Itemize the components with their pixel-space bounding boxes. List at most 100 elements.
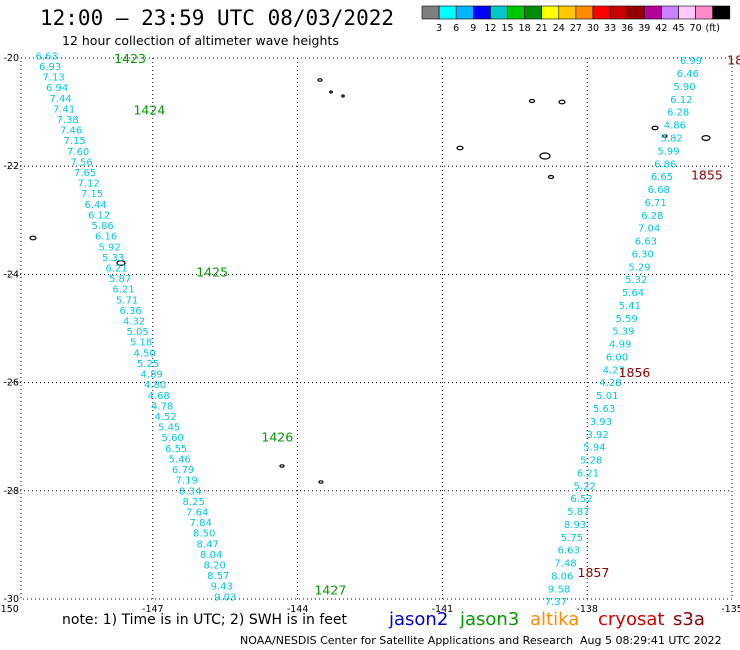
wave-height-label: 6.63: [35, 51, 57, 62]
wave-height-label: 7.15: [63, 136, 85, 147]
wave-height-label: 6.16: [95, 232, 117, 243]
wave-height-label: 6.44: [85, 200, 107, 211]
pass-time-label: 1425: [196, 265, 228, 280]
colorbar-swatch: [661, 5, 679, 20]
wave-height-label: 4.80: [144, 380, 166, 391]
wave-height-label: 6.21: [577, 468, 599, 479]
wave-height-label: 8.57: [207, 571, 229, 582]
wave-height-label: 6.93: [39, 62, 61, 73]
colorbar-swatch: [626, 5, 645, 20]
wave-height-label: 6.65: [651, 172, 673, 183]
wave-height-label: 6.63: [635, 237, 657, 248]
colorbar-label: 3: [436, 23, 442, 34]
wave-height-label: 6.12: [670, 95, 692, 106]
credit-text: NOAA/NESDIS Center for Satellite Applica…: [240, 634, 574, 647]
wave-height-label: 7.64: [186, 507, 208, 518]
wave-height-label: 6.68: [648, 185, 670, 196]
wave-height-label: 4.52: [155, 412, 177, 423]
island-outline: [662, 134, 668, 138]
colorbar-label: (ft): [706, 23, 720, 34]
island-outline: [317, 78, 323, 82]
colorbar-swatch: [490, 5, 508, 20]
y-tick-label: -22: [3, 161, 19, 172]
wave-height-label: 7.56: [70, 157, 92, 168]
colorbar-swatch: [421, 5, 440, 20]
wave-height-label: 5.87: [109, 274, 131, 285]
wave-height-label: 4.50: [134, 348, 156, 359]
wave-height-label: 5.60: [162, 433, 184, 444]
wave-height-label: 7.13: [42, 73, 64, 84]
colorbar-label: 15: [501, 23, 513, 34]
wave-height-label: 8.50: [193, 529, 215, 540]
island-outline: [29, 235, 37, 241]
wave-height-label: 5.22: [574, 481, 596, 492]
wave-height-label: 4.86: [664, 121, 686, 132]
colorbar-label: 30: [587, 23, 599, 34]
island-outline: [558, 99, 566, 105]
legend-jason3: jason3: [460, 609, 520, 630]
island-outline: [341, 94, 345, 98]
colorbar-swatch: [455, 5, 474, 20]
wave-height-label: 5.63: [593, 404, 615, 415]
wave-height-label: 5.71: [116, 295, 138, 306]
wave-height-label: 4.68: [148, 391, 170, 402]
wave-height-label: 7.15: [81, 189, 103, 200]
colorbar-swatch: [609, 5, 628, 20]
wave-height-label: 5.99: [657, 146, 679, 157]
island-outline: [651, 125, 659, 131]
pass-time-label: 1427: [314, 582, 346, 597]
colorbar-label: 24: [553, 23, 565, 34]
chart-subtitle: 12 hour collection of altimeter wave hei…: [62, 33, 339, 48]
wave-height-label: 5.41: [619, 301, 641, 312]
wave-height-label: 5.29: [628, 262, 650, 273]
wave-height-label: 7.60: [67, 147, 89, 158]
island-outline: [528, 98, 536, 104]
wave-height-label: 5.32: [625, 275, 647, 286]
pass-time-label: 1426: [261, 430, 293, 445]
wave-height-label: 6.21: [106, 263, 128, 274]
wave-height-label: 6.79: [172, 465, 194, 476]
wave-height-label: 6.21: [113, 285, 135, 296]
colorbar-label: 21: [536, 23, 548, 34]
legend-cryosat: cryosat: [598, 609, 665, 630]
pass-time-label: 1856: [619, 365, 651, 380]
colorbar-swatch: [558, 5, 577, 20]
wave-height-label: 7.84: [190, 518, 212, 529]
wave-height-label: 5.90: [673, 82, 695, 93]
wave-height-label: 4.99: [609, 340, 631, 351]
pass-time-label: 1854: [727, 53, 740, 68]
wave-height-label: 5.39: [612, 327, 634, 338]
y-tick-label: -26: [3, 378, 19, 389]
wave-height-label: 7.04: [638, 224, 660, 235]
wave-height-label: 6.94: [46, 83, 68, 94]
island-outline: [547, 174, 555, 180]
timestamp-text: Aug 5 08:29:41 UTC 2022: [580, 634, 722, 647]
colorbar-swatch: [524, 5, 542, 20]
legend-altika: altika: [530, 609, 580, 630]
colorbar-label: 27: [570, 23, 582, 34]
island-outline: [279, 464, 285, 468]
wave-height-label: 7.44: [49, 94, 71, 105]
pass-time-label: 1855: [691, 167, 723, 182]
wave-height-label: 6.71: [644, 198, 666, 209]
wave-height-label: 5.28: [580, 456, 602, 467]
wave-height-label: 5.18: [130, 338, 152, 349]
wave-height-label: 6.86: [654, 159, 676, 170]
wave-height-label: 5.94: [583, 443, 605, 454]
wave-height-label: 5.45: [158, 423, 180, 434]
wave-height-label: 9.58: [548, 584, 570, 595]
wave-height-label: 3.92: [587, 430, 609, 441]
wave-height-label: 6.99: [680, 56, 702, 67]
wave-height-label: 5.46: [169, 454, 191, 465]
y-tick-label: -30: [3, 594, 19, 605]
x-tick-label: -144: [287, 604, 309, 615]
wave-height-label: 5.59: [615, 314, 637, 325]
wave-height-label: 5.05: [127, 327, 149, 338]
x-tick-label: -138: [576, 604, 598, 615]
wave-height-label: 6.36: [120, 306, 142, 317]
colorbar-swatch: [643, 5, 662, 20]
legend-jason2: jason2: [389, 609, 449, 630]
colorbar-label: 42: [655, 23, 667, 34]
wave-height-label: 7.37: [545, 597, 567, 608]
